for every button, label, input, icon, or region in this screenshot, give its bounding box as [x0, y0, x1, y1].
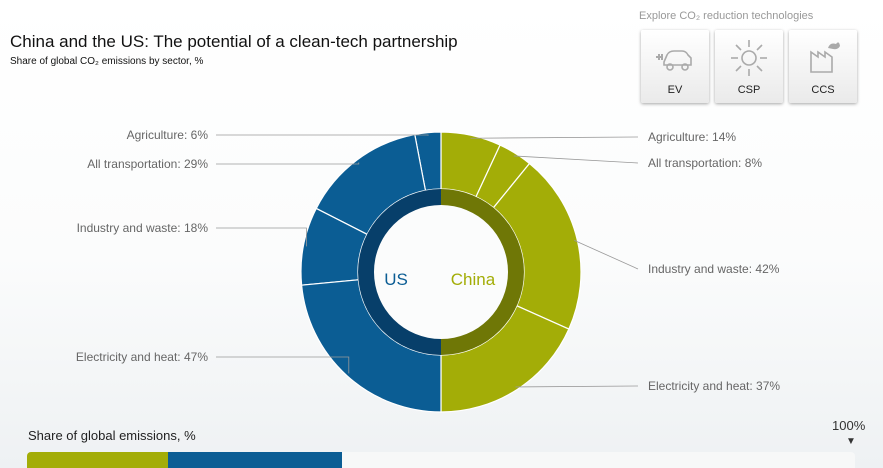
china-slice-label-2: Industry and waste: 42% [648, 262, 780, 276]
china-leader-line-3 [515, 385, 639, 388]
us-inner-ring [358, 189, 441, 355]
china-slice-label-0: Agriculture: 14% [648, 130, 736, 144]
us-center-label: US [384, 270, 408, 289]
donut-hole [358, 189, 524, 355]
sun-icon [731, 40, 767, 76]
china-leader-line-2 [574, 239, 639, 270]
ccs-button-label: CCS [811, 84, 835, 96]
marker-arrow-icon: ▼ [846, 436, 856, 447]
csp-button[interactable]: CSP [715, 30, 783, 103]
china-inner-ring [441, 189, 524, 355]
us-leader-line-3 [216, 356, 350, 374]
electric-car-icon [656, 50, 692, 71]
china-leader-line-1 [513, 155, 639, 164]
csp-button-label: CSP [737, 84, 761, 96]
us-slice-label-0: Agriculture: 6% [127, 128, 209, 142]
donut-chart: US China Agriculture: 6% All transportation… [76, 128, 780, 413]
china-slice-label-3: Electricity and heat: 37% [648, 379, 780, 393]
us-share-segment [167, 452, 342, 468]
us-slice-label-1: All transportation: 29% [87, 157, 208, 171]
ev-button[interactable]: EV [641, 30, 709, 103]
us-leader-line-0 [216, 134, 429, 136]
ccs-button[interactable]: CCS [789, 30, 857, 103]
us-slice-label-2: Industry and waste: 18% [77, 221, 209, 235]
global-share-bar [27, 452, 855, 468]
china-share-segment [27, 452, 168, 468]
footer-label: Share of global emissions, % [28, 428, 196, 443]
max-percent-label: 100% [832, 418, 866, 433]
chart-title: China and the US: The potential of a cle… [10, 32, 458, 51]
ev-button-label: EV [667, 84, 683, 96]
us-leader-line-1 [216, 162, 360, 165]
china-slice-label-1: All transportation: 8% [648, 156, 762, 170]
explore-label: Explore CO₂ reduction technologies [639, 10, 814, 22]
factory-icon [810, 42, 840, 73]
china-center-label: China [451, 270, 496, 289]
us-leader-line-2 [216, 227, 307, 247]
us-slice-label-3: Electricity and heat: 47% [76, 350, 208, 364]
chart-subtitle: Share of global CO₂ emissions by sector,… [10, 56, 204, 67]
china-leader-line-0 [470, 136, 639, 139]
